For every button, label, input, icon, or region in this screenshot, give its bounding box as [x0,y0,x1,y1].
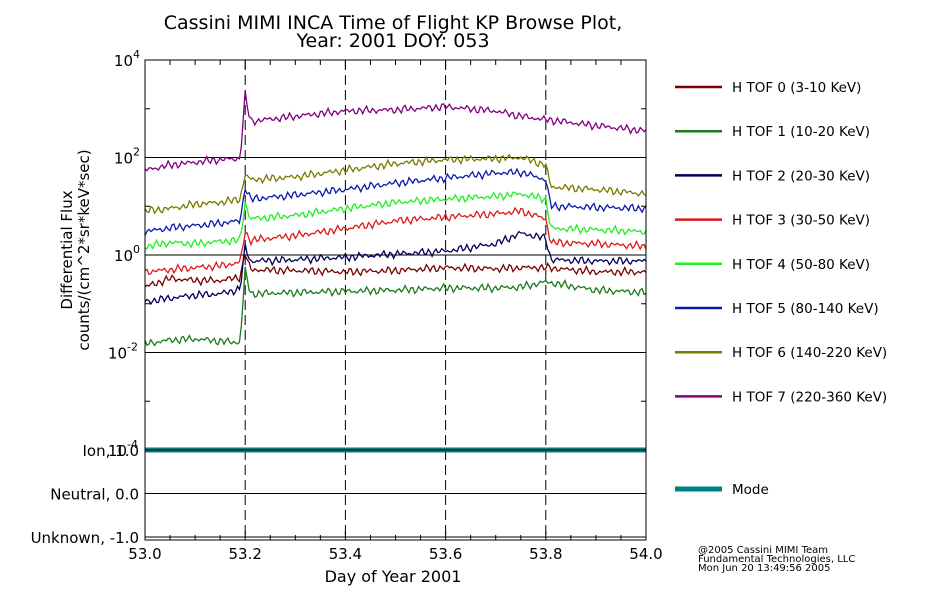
mode-tick-label-2: Unknown, -1.0 [31,529,139,547]
series-line-3 [144,206,647,276]
legend-label-1: H TOF 1 (10-20 KeV) [732,124,870,140]
series-line-7 [144,90,647,172]
x-tick-label-0: 53.0 [128,545,161,563]
legend-label-6: H TOF 6 (140-220 KeV) [732,345,887,361]
y-tick-label-1: 10 [114,150,133,168]
series-line-6 [144,153,647,215]
mode-tick-label-0: Ion, 1.0 [83,442,140,460]
y-tick-exp-3: -2 [127,341,138,354]
x-tick-label-2: 53.4 [329,545,362,563]
series-line-0 [144,254,647,288]
x-axis-label: Day of Year 2001 [325,567,462,586]
chart-title-line1: Cassini MIMI INCA Time of Flight KP Brow… [164,12,623,34]
credits-line1: @2005 Cassini MIMI Team [698,545,828,556]
grid-layer [145,60,646,540]
legend-label-0: H TOF 0 (3-10 KeV) [732,80,861,96]
legend-label-3: H TOF 3 (30-50 KeV) [732,213,870,229]
series-line-1 [144,266,647,347]
legend-label-mode: Mode [732,482,769,498]
y-tick-label-4: 10 [108,442,127,460]
y-axis-label-line1: Differential Flux [58,190,76,309]
credits-line2: Fundamental Technologies, LLC [698,554,856,565]
y-axis-label-line2: counts/(cm^2*sr*keV*sec) [75,149,93,350]
x-tick-label-5: 54.0 [629,545,662,563]
series-layer [144,90,647,347]
series-line-2 [144,230,647,306]
y-tick-exp-4: -4 [127,438,138,451]
credits-block: @2005 Cassini MIMI Team Fundamental Tech… [698,545,856,574]
y-tick-label-3: 10 [108,345,127,363]
x-tick-label-3: 53.6 [429,545,462,563]
y-tick-label-2: 10 [114,247,133,265]
y-axis-label: Differential Flux counts/(cm^2*sr*keV*se… [58,149,93,350]
series-line-4 [144,191,647,250]
legend-label-4: H TOF 4 (50-80 KeV) [732,257,870,273]
legend-label-2: H TOF 2 (20-30 KeV) [732,168,870,184]
legend-label-7: H TOF 7 (220-360 KeV) [732,389,887,405]
credits-line3: Mon Jun 20 13:49:56 2005 [698,563,831,574]
mode-panel-frame [144,449,647,541]
y-tick-label-0: 10 [114,52,133,70]
x-tick-label-4: 53.8 [529,545,562,563]
chart-title-line2: Year: 2001 DOY: 053 [295,30,489,52]
x-tick-label-1: 53.2 [228,545,261,563]
y-tick-exp-2: 0 [133,243,140,256]
y-tick-exp-1: 2 [133,146,140,159]
series-line-5 [144,167,647,236]
y-tick-exp-0: 4 [133,48,140,61]
legend-layer: H TOF 0 (3-10 KeV) H TOF 1 (10-20 KeV) H T… [675,80,887,498]
legend-label-5: H TOF 5 (80-140 KeV) [732,301,879,317]
mode-tick-label-1: Neutral, 0.0 [50,486,139,504]
